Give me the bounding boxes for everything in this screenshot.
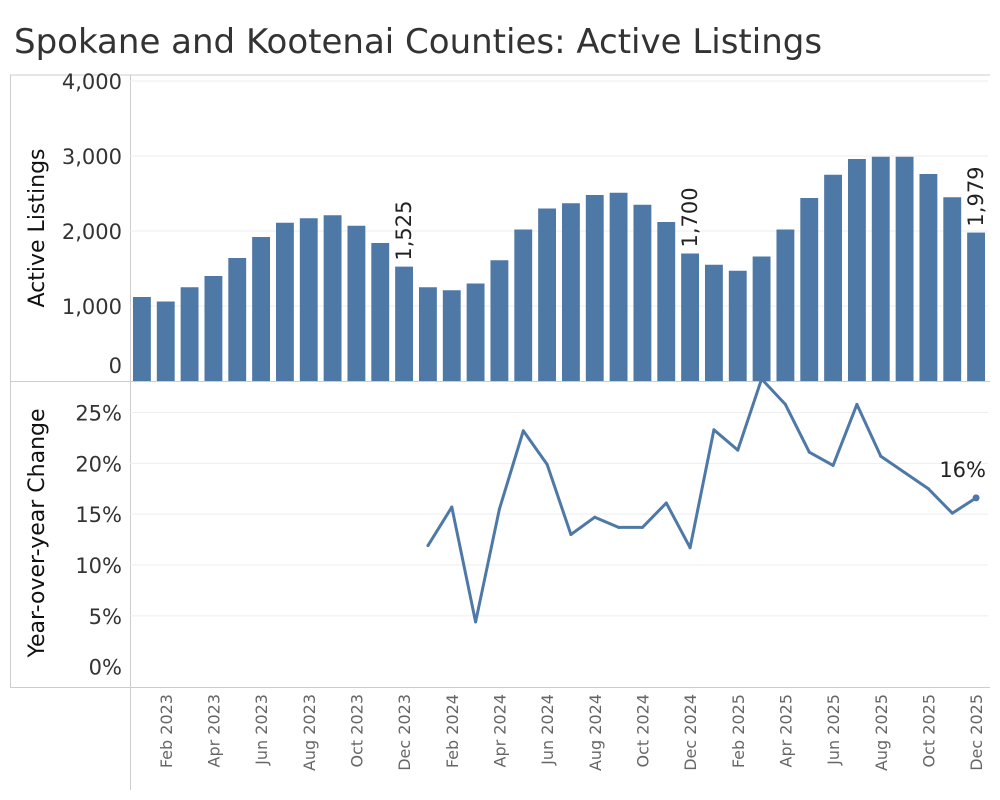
x-tick-label: Oct 2024 (633, 694, 652, 767)
line-y-tick-label: 5% (89, 605, 122, 629)
bar (585, 195, 604, 381)
yoy-end-label: 16% (939, 458, 986, 482)
yoy-point (736, 448, 740, 452)
bar (919, 174, 938, 381)
x-tick-label: Jun 2024 (538, 694, 557, 766)
yoy-point (783, 402, 787, 406)
yoy-point (450, 505, 454, 509)
bar-data-label: 1,700 (678, 187, 702, 247)
bar-y-tick-label: 2,000 (62, 220, 122, 244)
bar (252, 237, 271, 381)
yoy-point (617, 525, 621, 529)
bar (943, 197, 962, 381)
x-tick-label: Feb 2023 (157, 694, 176, 768)
bar (895, 156, 914, 381)
bar (514, 229, 533, 381)
yoy-point (950, 511, 954, 515)
bar (395, 266, 414, 381)
bar (299, 218, 318, 381)
line-y-axis-title: Year-over-year Change (25, 408, 50, 658)
bar (323, 215, 342, 381)
yoy-point (903, 470, 907, 474)
yoy-point (855, 402, 859, 406)
x-tick-label: Feb 2025 (729, 694, 748, 768)
bar (681, 253, 700, 381)
bar (418, 287, 437, 381)
x-tick-label: Jun 2025 (824, 694, 843, 766)
bar (800, 198, 819, 381)
bar (466, 283, 485, 381)
bar-data-label: 1,979 (964, 166, 988, 226)
line-y-tick-label: 25% (75, 402, 122, 426)
bar (728, 270, 747, 381)
x-tick-label: Feb 2024 (443, 694, 462, 768)
bar-y-tick-label: 1,000 (62, 295, 122, 319)
x-tick-label: Dec 2024 (681, 694, 700, 771)
line-y-tick-label: 0% (89, 656, 122, 680)
x-tick-label: Oct 2025 (919, 694, 938, 767)
yoy-point (712, 428, 716, 432)
yoy-point (545, 462, 549, 466)
yoy-point (497, 507, 501, 511)
bar-y-tick-label: 4,000 (62, 70, 122, 94)
bar (776, 229, 795, 381)
bar (824, 174, 843, 381)
bar (752, 256, 771, 381)
yoy-point (569, 533, 573, 536)
bar (967, 232, 986, 381)
bar (156, 301, 175, 381)
x-tick-label: Dec 2023 (395, 694, 414, 771)
yoy-point (426, 544, 430, 548)
yoy-end-marker (972, 494, 980, 502)
yoy-point (664, 501, 668, 505)
chart-title: Spokane and Kootenai Counties: Active Li… (14, 22, 823, 62)
yoy-point (831, 463, 835, 467)
yoy-point (521, 429, 525, 433)
x-tick-label: Dec 2025 (967, 694, 986, 771)
bar-y-tick-label: 3,000 (62, 145, 122, 169)
bar (347, 225, 366, 381)
bar-y-tick-label: 0 (109, 354, 122, 378)
bar (609, 192, 628, 381)
x-tick-label: Apr 2023 (204, 694, 223, 767)
bar-y-axis-title: Active Listings (25, 149, 50, 308)
bar (204, 276, 223, 381)
bar (442, 290, 461, 381)
bar (847, 159, 866, 381)
line-y-tick-label: 15% (75, 503, 122, 527)
bar (180, 287, 199, 381)
x-tick-label: Aug 2025 (872, 694, 891, 771)
x-tick-label: Jun 2023 (252, 694, 271, 766)
bar (633, 204, 652, 381)
yoy-point (807, 450, 811, 454)
yoy-point (879, 454, 883, 458)
yoy-point (926, 487, 930, 491)
bar (490, 260, 509, 381)
bar (538, 208, 557, 381)
bar-data-label: 1,525 (392, 201, 416, 261)
yoy-point (474, 620, 478, 624)
x-tick-label: Apr 2025 (776, 694, 795, 767)
yoy-line (426, 377, 977, 624)
bar (657, 222, 676, 381)
x-tick-label: Aug 2024 (586, 694, 605, 771)
yoy-point (640, 525, 644, 529)
bar (871, 156, 890, 381)
x-tick-label: Oct 2023 (347, 694, 366, 767)
x-tick-label: Aug 2023 (300, 694, 319, 771)
bar (371, 243, 390, 381)
bar (228, 258, 247, 381)
line-y-tick-label: 10% (75, 554, 122, 578)
yoy-point (760, 377, 764, 381)
bar (275, 222, 294, 381)
bar (561, 203, 580, 381)
bar (132, 297, 151, 381)
yoy-point (688, 546, 692, 550)
yoy-point (593, 515, 597, 519)
x-tick-label: Apr 2024 (490, 694, 509, 767)
bar (704, 264, 723, 381)
line-y-tick-label: 20% (75, 452, 122, 476)
